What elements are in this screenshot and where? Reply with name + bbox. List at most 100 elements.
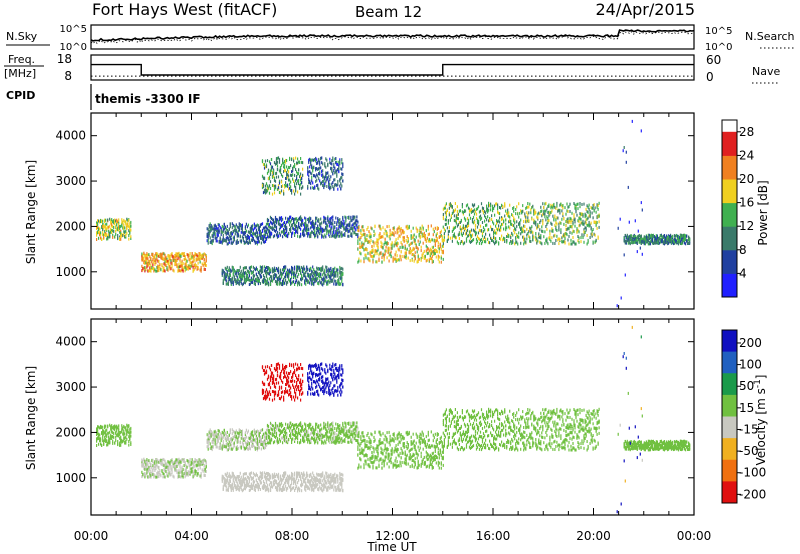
power-echo-pixel <box>363 232 365 236</box>
power-echo-pixel <box>403 236 405 240</box>
velocity-echo-pixel <box>158 466 160 469</box>
power-echo-pixel <box>312 222 314 226</box>
power-echo-pixel <box>242 272 244 276</box>
power-echo-pixel <box>443 232 445 236</box>
power-echo-pixel <box>625 235 627 239</box>
power-echo-pixel <box>284 185 286 189</box>
velocity-echo-pixel <box>158 471 160 475</box>
power-echo-pixel <box>238 227 240 230</box>
power-echo-pixel <box>404 255 406 259</box>
power-echo-pixel <box>199 252 201 256</box>
power-echo-pixel <box>99 220 101 224</box>
power-echo-pixel <box>263 278 266 281</box>
velocity-echo-pixel <box>152 469 154 473</box>
power-echo-pixel <box>352 217 354 221</box>
power-echo-pixel <box>306 229 308 233</box>
power-echo-pixel <box>497 203 499 207</box>
power-colorbar-segment <box>722 249 737 274</box>
power-echo-pixel <box>572 221 574 225</box>
power-echo-pixel <box>454 235 456 239</box>
power-echo-pixel <box>362 243 364 247</box>
power-echo-pixel <box>261 270 264 274</box>
power-echo-pixel <box>201 256 203 260</box>
power-echo-pixel <box>160 252 162 256</box>
power-echo-pixel <box>227 275 229 279</box>
power-echo-pixel <box>492 239 494 243</box>
power-echo-pixel <box>326 171 328 175</box>
power-echo-pixel <box>128 225 130 229</box>
power-echo-pixel <box>451 229 453 233</box>
power-echo-pixel <box>485 223 487 227</box>
power-echo-pixel <box>234 228 236 232</box>
power-echo-pixel <box>689 241 691 245</box>
power-echo-pixel <box>286 159 288 162</box>
power-echo-pixel <box>542 213 544 217</box>
velocity-echo-pixel <box>115 425 117 429</box>
power-echo-pixel <box>337 274 339 278</box>
power-echo-pixel <box>503 236 505 240</box>
power-echo-pixel <box>387 247 389 251</box>
power-echo-pixel <box>278 277 281 281</box>
power-echo-pixel <box>336 169 338 173</box>
power-echo-pixel <box>273 161 276 165</box>
velocity-echo-pixel <box>149 467 151 471</box>
power-echo-pixel <box>321 227 323 231</box>
power-echo-pixel <box>115 229 117 233</box>
power-echo-pixel <box>253 232 255 236</box>
power-echo-pixel <box>500 237 502 241</box>
power-echo-pixel <box>267 176 270 180</box>
power-echo-pixel <box>435 255 437 259</box>
power-echo-pixel <box>426 236 428 240</box>
power-echo-pixel <box>262 274 265 277</box>
power-echo-pixel <box>677 241 680 244</box>
power-echo-pixel <box>283 192 285 196</box>
power-echo-pixel <box>241 272 243 276</box>
power-echo-pixel <box>567 210 569 213</box>
power-echo-pixel <box>575 206 577 210</box>
power-echo-pixel <box>294 221 296 225</box>
power-echo-pixel <box>266 159 269 163</box>
power-echo-pixel <box>510 219 512 223</box>
power-echo-pixel <box>331 216 333 220</box>
power-echo-pixel <box>228 227 230 231</box>
power-echo-pixel <box>310 275 312 279</box>
power-echo-pixel <box>267 266 270 270</box>
velocity-echo-pixel <box>146 462 148 466</box>
velocity-echo-pixel <box>108 441 110 445</box>
power-echo-pixel <box>268 268 271 272</box>
power-echo-pixel <box>291 170 293 174</box>
power-echo-pixel <box>425 249 427 253</box>
power-echo-pixel <box>339 179 341 183</box>
power-echo-pixel <box>536 226 538 230</box>
power-echo-pixel <box>329 183 331 187</box>
power-echo-pixel <box>294 217 296 221</box>
power-echo-pixel <box>104 233 106 236</box>
power-echo-pixel <box>341 167 343 171</box>
power-echo-pixel <box>313 268 315 272</box>
power-echo-pixel <box>241 283 243 287</box>
power-echo-pixel <box>452 228 454 232</box>
power-echo-pixel <box>127 224 129 228</box>
power-echo-pixel <box>113 226 115 229</box>
power-echo-pixel <box>442 242 444 246</box>
power-echo-pixel <box>420 256 422 260</box>
power-echo-pixel <box>373 244 375 248</box>
power-echo-pixel <box>493 207 495 210</box>
power-echo-pixel <box>251 235 253 239</box>
power-echo-pixel <box>340 273 342 277</box>
power-echo-pixel <box>199 257 201 261</box>
power-echo-pixel <box>238 222 240 226</box>
power-echo-pixel <box>166 266 168 270</box>
velocity-echo-pixel <box>104 435 106 439</box>
power-echo-pixel <box>665 237 668 241</box>
power-echo-pixel <box>556 216 558 220</box>
velocity-echo-pixel <box>128 431 130 435</box>
power-echo-pixel <box>263 229 266 233</box>
power-echo-pixel <box>332 222 334 226</box>
power-echo-pixel <box>303 266 305 270</box>
power-echo-pixel <box>490 202 492 206</box>
power-echo-pixel <box>219 237 221 241</box>
power-echo-pixel <box>115 232 117 236</box>
power-echo-pixel <box>249 241 251 245</box>
power-echo-pixel <box>153 267 155 270</box>
